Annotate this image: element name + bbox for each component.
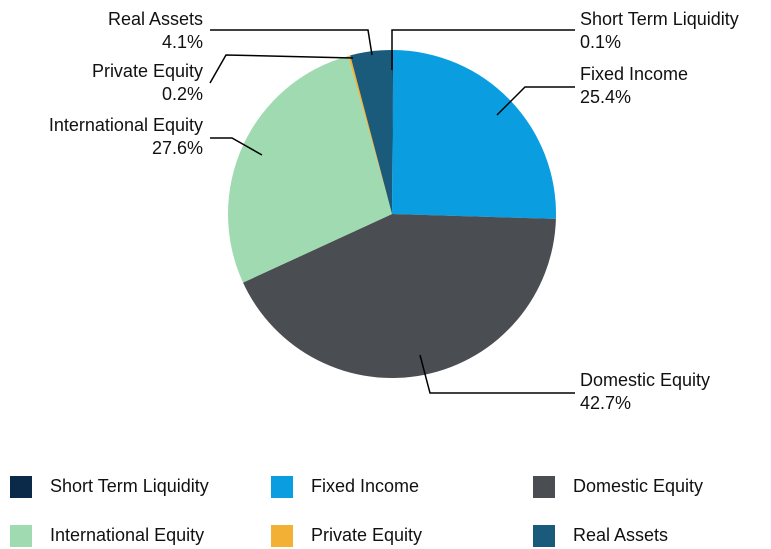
slice-label: Real Assets — [108, 9, 203, 29]
slice-value-label: 4.1% — [162, 32, 203, 52]
slice-label: International Equity — [49, 115, 203, 135]
leader-line — [210, 137, 263, 156]
leader-line — [210, 29, 373, 56]
leader-line — [419, 354, 575, 394]
pie-slice — [243, 214, 556, 378]
legend-label: Real Assets — [573, 525, 668, 545]
slice-label: Fixed Income — [580, 64, 688, 84]
pie-slice — [392, 50, 394, 214]
pie-slice — [228, 55, 392, 283]
slice-value-label: 0.1% — [580, 32, 621, 52]
legend-swatch — [10, 525, 32, 547]
legend-label: Private Equity — [311, 525, 422, 545]
legend-swatch — [533, 525, 555, 547]
slice-label: Private Equity — [92, 61, 203, 81]
legend-label: Fixed Income — [311, 476, 419, 496]
slice-value-label: 0.2% — [162, 84, 203, 104]
pie-slice — [350, 50, 392, 214]
leader-line — [496, 86, 575, 116]
legend-swatch — [533, 476, 555, 498]
legend-label: Short Term Liquidity — [50, 476, 209, 496]
slice-label: Short Term Liquidity — [580, 9, 739, 29]
legend-label: Domestic Equity — [573, 476, 703, 496]
legend-swatch — [10, 476, 32, 498]
legend-label: International Equity — [50, 525, 204, 545]
leader-line — [391, 29, 575, 70]
slice-value-label: 25.4% — [580, 87, 631, 107]
slice-label: Domestic Equity — [580, 370, 710, 390]
legend-swatch — [271, 525, 293, 547]
slice-value-label: 27.6% — [152, 138, 203, 158]
pie-slice — [392, 50, 556, 219]
leader-line — [209, 54, 354, 84]
pie-slice — [348, 55, 392, 215]
legend-swatch — [271, 476, 293, 498]
slice-value-label: 42.7% — [580, 393, 631, 413]
